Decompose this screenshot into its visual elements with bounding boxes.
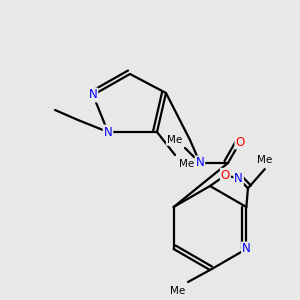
- Text: Me: Me: [167, 135, 182, 145]
- Text: N: N: [242, 242, 251, 256]
- Text: N: N: [234, 172, 243, 185]
- Text: N: N: [196, 157, 204, 169]
- Text: Me: Me: [257, 155, 272, 165]
- Text: N: N: [103, 125, 112, 139]
- Text: O: O: [221, 169, 230, 182]
- Text: N: N: [88, 88, 98, 101]
- Text: Me: Me: [170, 286, 185, 296]
- Text: O: O: [236, 136, 244, 148]
- Text: Me: Me: [179, 159, 194, 169]
